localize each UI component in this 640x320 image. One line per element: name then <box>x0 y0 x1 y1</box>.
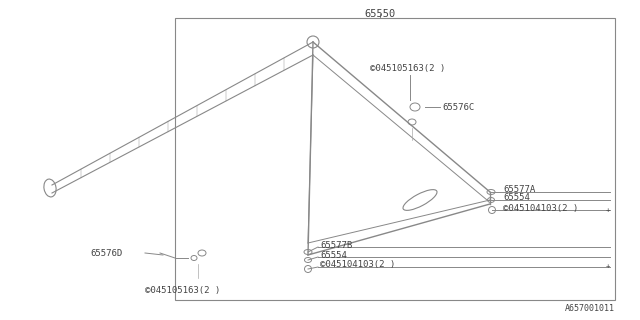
Text: 65550: 65550 <box>364 9 396 19</box>
Ellipse shape <box>198 250 206 256</box>
Text: A657001011: A657001011 <box>565 304 615 313</box>
Text: ©045104103(2 ): ©045104103(2 ) <box>320 260 396 269</box>
Text: 65576D: 65576D <box>90 249 122 258</box>
Text: 65554: 65554 <box>503 194 530 203</box>
Ellipse shape <box>44 179 56 197</box>
Ellipse shape <box>191 255 197 260</box>
Text: ©045105163(2 ): ©045105163(2 ) <box>370 63 445 73</box>
Text: 65576C: 65576C <box>442 102 474 111</box>
Text: +: + <box>606 207 611 213</box>
Bar <box>175 18 615 300</box>
Ellipse shape <box>304 250 312 254</box>
Ellipse shape <box>403 190 437 210</box>
Text: 65554: 65554 <box>320 251 347 260</box>
Text: 65577A: 65577A <box>503 186 535 195</box>
Ellipse shape <box>305 258 312 262</box>
Ellipse shape <box>488 197 495 203</box>
Ellipse shape <box>410 103 420 111</box>
Text: +: + <box>606 263 611 269</box>
Ellipse shape <box>487 189 495 195</box>
Ellipse shape <box>408 119 416 125</box>
Ellipse shape <box>488 206 495 213</box>
Circle shape <box>307 36 319 48</box>
Ellipse shape <box>305 266 312 273</box>
Text: 65577B: 65577B <box>320 241 352 250</box>
Text: ©045104103(2 ): ©045104103(2 ) <box>503 204 579 212</box>
Text: ©045105163(2 ): ©045105163(2 ) <box>145 285 220 294</box>
